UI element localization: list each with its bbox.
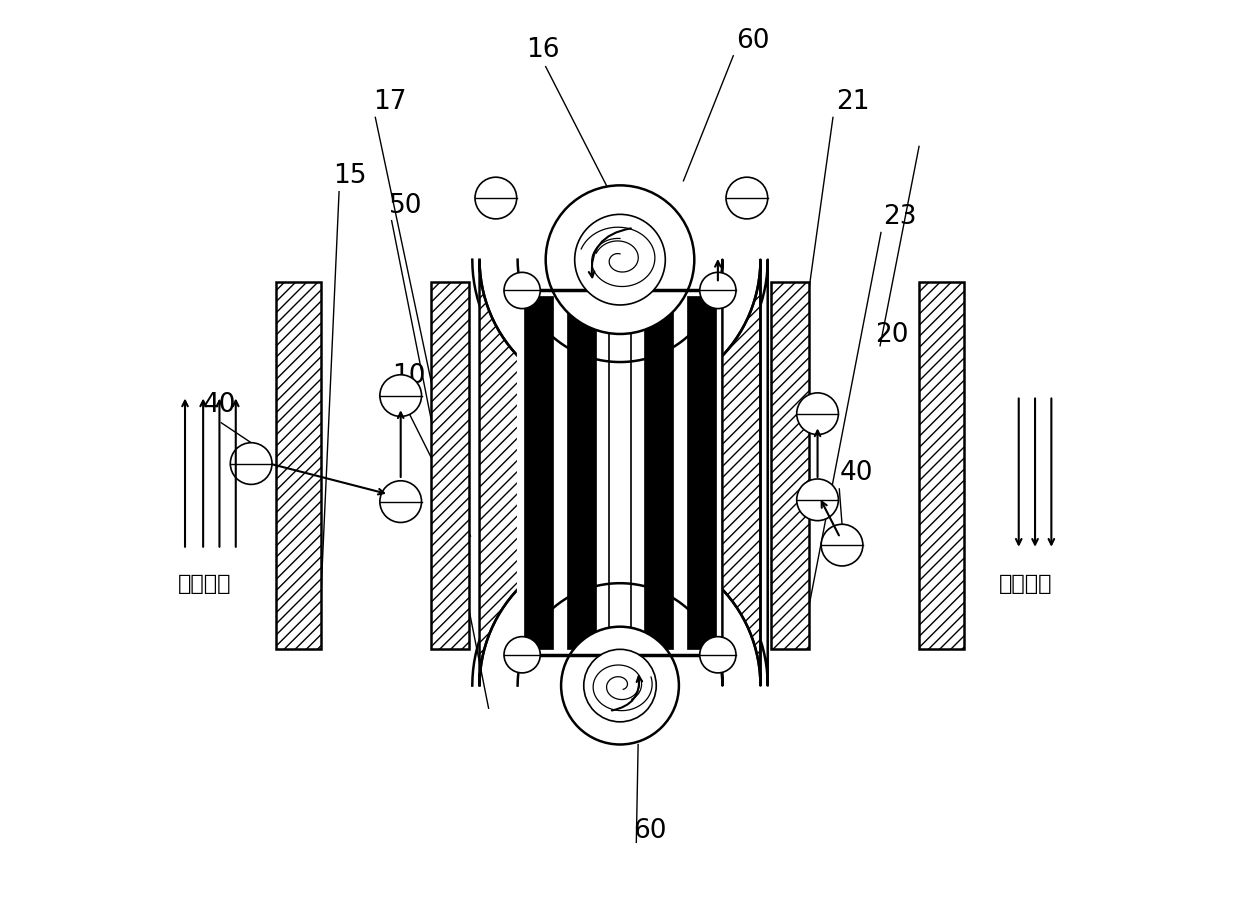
Text: 60: 60 bbox=[737, 28, 770, 54]
Text: 21: 21 bbox=[836, 89, 869, 115]
Text: 15: 15 bbox=[332, 163, 366, 189]
Bar bbox=[919, 283, 965, 649]
Polygon shape bbox=[480, 260, 760, 685]
Text: 17: 17 bbox=[373, 89, 407, 115]
Bar bbox=[687, 296, 715, 649]
Bar bbox=[275, 283, 321, 649]
Circle shape bbox=[503, 636, 541, 673]
Polygon shape bbox=[517, 260, 723, 685]
Bar bbox=[430, 283, 469, 649]
Circle shape bbox=[584, 649, 656, 722]
Circle shape bbox=[560, 626, 680, 744]
Text: 60: 60 bbox=[634, 818, 667, 844]
Circle shape bbox=[727, 177, 768, 219]
Circle shape bbox=[231, 443, 272, 484]
Text: 50: 50 bbox=[389, 193, 423, 219]
Text: 20: 20 bbox=[875, 322, 909, 347]
Circle shape bbox=[503, 273, 541, 308]
Circle shape bbox=[379, 481, 422, 523]
Text: 10: 10 bbox=[392, 364, 425, 389]
Circle shape bbox=[475, 177, 517, 219]
Bar bbox=[644, 296, 672, 649]
Circle shape bbox=[797, 479, 838, 521]
Circle shape bbox=[574, 215, 666, 305]
Bar bbox=[568, 296, 596, 649]
Text: 水流方向: 水流方向 bbox=[998, 574, 1053, 594]
Circle shape bbox=[699, 636, 737, 673]
Text: 水流方向: 水流方向 bbox=[177, 574, 232, 594]
Text: 40: 40 bbox=[203, 393, 237, 418]
Text: 16: 16 bbox=[526, 37, 559, 63]
Circle shape bbox=[821, 524, 863, 566]
Text: 23: 23 bbox=[883, 204, 916, 230]
Bar bbox=[771, 283, 810, 649]
Circle shape bbox=[699, 273, 737, 308]
Bar bbox=[525, 296, 553, 649]
Circle shape bbox=[379, 375, 422, 416]
Circle shape bbox=[797, 393, 838, 435]
Text: 40: 40 bbox=[839, 460, 873, 486]
Circle shape bbox=[546, 185, 694, 334]
